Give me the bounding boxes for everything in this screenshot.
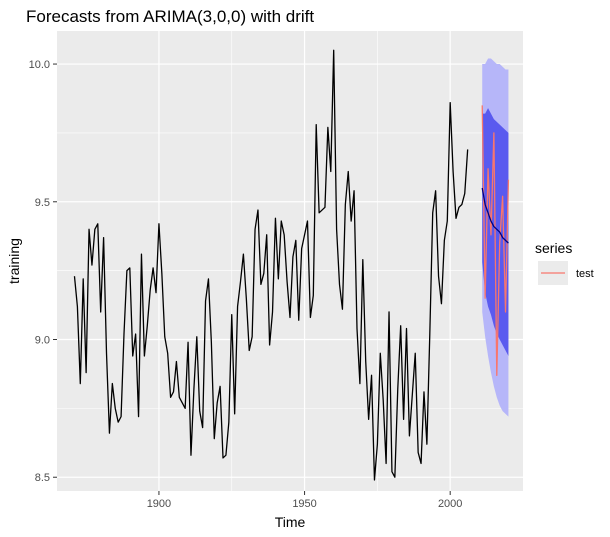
series-lines-layer [73, 49, 510, 481]
y-tick-label: 9.5 [35, 197, 50, 209]
legend-label-test: test [576, 268, 594, 280]
plot-panel [57, 31, 523, 491]
y-tick-label: 8.5 [35, 472, 50, 484]
x-tick-label: 1900 [147, 498, 171, 510]
training-series-line [73, 49, 469, 481]
y-tick-label: 9.0 [35, 335, 50, 347]
gridlines [57, 31, 523, 491]
y-axis-ticks: 8.5 9.0 9.5 10.0 [29, 59, 57, 484]
x-tick-label: 2000 [438, 498, 462, 510]
test-series-line [481, 105, 510, 376]
forecast-mean-line [481, 187, 509, 244]
x-tick-label: 1950 [292, 498, 316, 510]
y-axis-title: training [6, 238, 22, 284]
legend-title: series [535, 240, 572, 256]
chart-title: Forecasts from ARIMA(3,0,0) with drift [26, 7, 314, 26]
x-axis-ticks: 1900 1950 2000 [147, 491, 462, 510]
y-tick-label: 10.0 [29, 59, 50, 71]
legend: series test [535, 240, 594, 285]
x-axis-title: Time [275, 514, 306, 530]
